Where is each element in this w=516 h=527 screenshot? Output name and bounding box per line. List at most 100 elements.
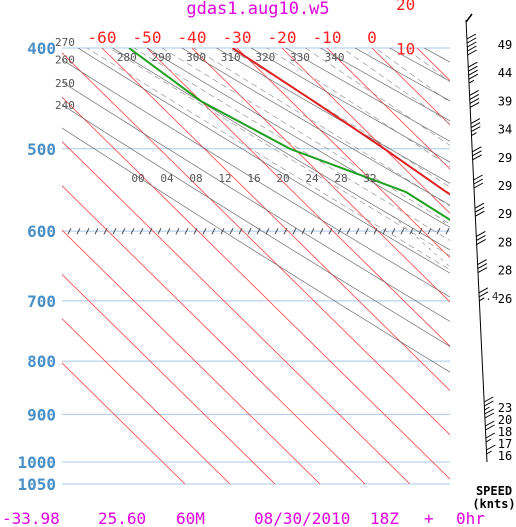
- dry-adiabat-label: 250: [55, 77, 75, 90]
- footer-plus: +: [424, 509, 434, 527]
- dry-adiabat-label: 300: [186, 51, 206, 64]
- dry-adiabat-line: [62, 59, 450, 298]
- wind-barb: [476, 234, 486, 241]
- freezing-level-tick: [112, 227, 117, 235]
- pressure-label: 600: [27, 222, 56, 241]
- wind-barb-half: [486, 450, 492, 455]
- freezing-level-tick: [157, 227, 162, 235]
- temperature-label: 20: [396, 0, 415, 14]
- moist-adiabat-label: 24: [305, 172, 319, 185]
- isotherm-line: [191, 48, 450, 303]
- wind-speed-label: 28: [498, 264, 512, 278]
- moist-adiabat-labels: 00 04 08 12 16 20 24 28 32: [131, 172, 376, 185]
- mixing-ratio-label: .4: [485, 290, 499, 303]
- wind-barb: [467, 41, 477, 48]
- wind-barb: [468, 73, 479, 80]
- moist-adiabat-label: 08: [189, 172, 202, 185]
- wind-barb: [469, 101, 480, 108]
- moist-adiabat-line: [304, 48, 450, 146]
- dry-adiabat-line: [62, 127, 450, 373]
- freezing-level-tick: [121, 227, 126, 235]
- moist-adiabat-label: 28: [334, 172, 347, 185]
- wind-barb: [466, 37, 477, 44]
- wind-barb: [484, 412, 495, 419]
- freezing-level-tick: [175, 227, 180, 235]
- freezing-level-tick: [274, 227, 279, 235]
- isotherm-line: [62, 96, 450, 480]
- temperature-label: -60: [88, 28, 117, 47]
- temperature-axis-labels: -60-50-40-30-20-10010203040: [88, 0, 416, 58]
- wind-barb: [485, 424, 495, 431]
- wind-barb: [470, 122, 481, 129]
- freezing-level-tick: [94, 227, 99, 235]
- freezing-level-tick: [247, 227, 252, 235]
- dry-adiabat-line: [62, 104, 450, 347]
- wind-speed-label: 49: [498, 38, 512, 52]
- freezing-level-marker: [67, 227, 450, 235]
- wind-speed-header: SPEED: [476, 484, 512, 498]
- temperature-label: 10: [396, 39, 415, 58]
- isotherm-line: [281, 48, 450, 214]
- wind-barb: [473, 182, 484, 189]
- footer: -33.98 25.60 60M 08/30/2010 18Z + 0hr: [2, 509, 485, 527]
- moist-adiabat-line: [86, 48, 450, 271]
- footer-date: 08/30/2010: [254, 509, 350, 527]
- wind-barb: [484, 408, 494, 415]
- isotherm-line: [101, 48, 450, 392]
- wind-barb: [471, 126, 481, 133]
- freezing-level-tick: [292, 227, 297, 235]
- dry-adiabat-label: 270: [55, 36, 75, 49]
- wind-staff: [465, 19, 488, 463]
- wind-speed-label: 29: [498, 207, 512, 221]
- wind-barb-half: [468, 79, 475, 84]
- freezing-level-tick: [418, 227, 423, 235]
- wind-speed-label: 29: [498, 179, 512, 193]
- isotherm-line: [62, 362, 186, 484]
- wind-barb: [469, 89, 479, 96]
- wind-barb: [467, 61, 478, 68]
- freezing-level-tick: [445, 227, 450, 235]
- moist-adiabat-label: 32: [363, 172, 376, 185]
- dry-adiabat-line: [181, 48, 450, 206]
- isobar-lines: [62, 47, 450, 485]
- dry-adiabat-line: [112, 48, 450, 251]
- temperature-label: -50: [133, 28, 162, 47]
- wind-barb: [472, 150, 482, 157]
- wind-barb: [468, 65, 478, 72]
- wind-speed-label: 26: [498, 292, 512, 306]
- isotherm-line: [62, 229, 321, 484]
- moist-adiabat-label: 16: [247, 172, 260, 185]
- freezing-level-tick: [76, 227, 81, 235]
- freezing-level-tick: [364, 227, 369, 235]
- temperature-label: -30: [223, 28, 252, 47]
- footer-elevation: 60M: [176, 509, 205, 527]
- wind-barb: [470, 118, 481, 125]
- freezing-level-tick: [427, 227, 432, 235]
- freezing-level-tick: [310, 227, 315, 235]
- wind-barb: [483, 396, 494, 403]
- moist-adiabat-line: [193, 48, 450, 207]
- freezing-level-tick: [319, 227, 324, 235]
- isotherm-line: [62, 185, 366, 484]
- footer-forecast-hour: 0hr: [456, 509, 485, 527]
- dry-adiabat-line: [250, 48, 450, 163]
- pressure-label: 1050: [17, 475, 56, 494]
- dry-adiabat-line: [62, 81, 450, 322]
- profile-lines: [128, 48, 450, 221]
- wind-barb: [474, 202, 485, 209]
- freezing-level-tick: [256, 227, 261, 235]
- moist-adiabat-lines: [86, 48, 450, 271]
- moist-adiabat-line: [228, 48, 450, 188]
- freezing-level-tick: [355, 227, 360, 235]
- freezing-level-tick: [382, 227, 387, 235]
- dry-adiabat-label: 290: [152, 51, 172, 64]
- wind-speed-label: 34: [498, 123, 512, 137]
- moist-adiabat-line: [404, 48, 450, 83]
- freezing-level-tick: [328, 227, 333, 235]
- pressure-label: 500: [27, 140, 56, 159]
- freezing-level-tick: [373, 227, 378, 235]
- freezing-level-tick: [85, 227, 90, 235]
- moist-adiabat-label: 04: [160, 172, 174, 185]
- wind-barb: [485, 432, 496, 439]
- temperature-label: -40: [178, 28, 207, 47]
